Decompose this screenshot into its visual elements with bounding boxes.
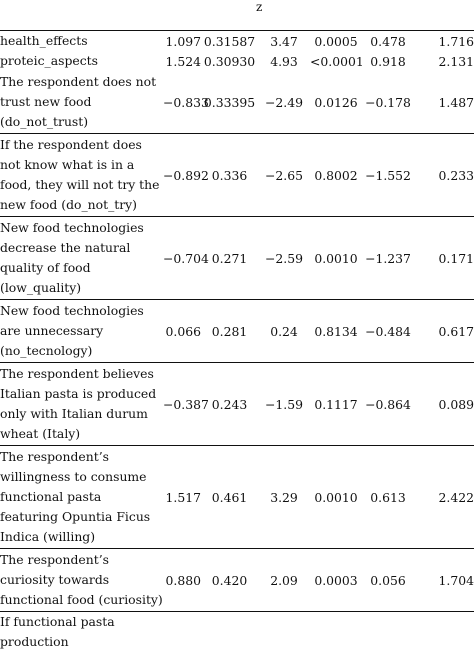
table-header: z — [0, 0, 474, 30]
cell-estimate: 0.066 — [163, 300, 201, 363]
cell-ci-lower: −1.552 — [362, 134, 414, 217]
cell-estimate: 1.097 — [163, 31, 201, 52]
cell-p-value: 0.0010 — [310, 446, 362, 549]
cell-z: −2.65 — [258, 134, 310, 217]
cell-ci-upper: 1.704 — [414, 549, 474, 612]
cell-std-error: 0.30930 — [201, 51, 258, 71]
cell-estimate: −0.704 — [163, 217, 201, 300]
cell-estimate: −0.833 — [163, 71, 201, 134]
cell-z: −2.49 — [258, 71, 310, 134]
cell-ci-upper: 2.131 — [414, 51, 474, 71]
table-row: If functional pasta production — [0, 612, 474, 652]
cell-estimate: −0.892 — [163, 134, 201, 217]
cell-ci-lower: −0.864 — [362, 363, 414, 446]
cell-p-value: 0.8134 — [310, 300, 362, 363]
cell-ci-lower: −1.237 — [362, 217, 414, 300]
cell-estimate — [163, 612, 201, 652]
table-row: The respondent believes Italian pasta is… — [0, 363, 474, 446]
cell-p-value — [310, 612, 362, 652]
cell-ci-lower: 0.056 — [362, 549, 414, 612]
cell-estimate: 1.524 — [163, 51, 201, 71]
cell-std-error: 0.281 — [201, 300, 258, 363]
row-label: The respondent believes Italian pasta is… — [0, 363, 163, 446]
cell-p-value: 0.0126 — [310, 71, 362, 134]
cell-z: −2.59 — [258, 217, 310, 300]
cell-ci-upper: 0.089 — [414, 363, 474, 446]
cell-ci-lower — [362, 612, 414, 652]
cell-ci-upper: 0.171 — [414, 217, 474, 300]
cell-estimate: −0.387 — [163, 363, 201, 446]
cell-ci-lower: 0.478 — [362, 31, 414, 52]
cell-std-error: 0.461 — [201, 446, 258, 549]
cell-p-value: <0.0001 — [310, 51, 362, 71]
cell-std-error: 0.420 — [201, 549, 258, 612]
cell-z: 3.47 — [258, 31, 310, 52]
table-row: health_effects 1.097 0.31587 3.47 0.0005… — [0, 31, 474, 52]
cell-z: 0.24 — [258, 300, 310, 363]
cell-ci-lower: 0.613 — [362, 446, 414, 549]
column-header-z: z — [256, 0, 262, 14]
row-label: proteic_aspects — [0, 51, 163, 71]
table-row: If the respondent does not know what is … — [0, 134, 474, 217]
cell-ci-upper: 1.716 — [414, 31, 474, 52]
cell-z: 2.09 — [258, 549, 310, 612]
row-label: If the respondent does not know what is … — [0, 134, 163, 217]
cell-z: 4.93 — [258, 51, 310, 71]
table-row: The respondent’s willingness to consume … — [0, 446, 474, 549]
table-row: proteic_aspects 1.524 0.30930 4.93 <0.00… — [0, 51, 474, 71]
table-row: New food technologies are unnecessary (n… — [0, 300, 474, 363]
cell-ci-lower: −0.484 — [362, 300, 414, 363]
cell-z: 3.29 — [258, 446, 310, 549]
cell-p-value: 0.0010 — [310, 217, 362, 300]
cell-std-error: 0.336 — [201, 134, 258, 217]
cell-p-value: 0.8002 — [310, 134, 362, 217]
row-label: New food technologies decrease the natur… — [0, 217, 163, 300]
cell-ci-upper: 0.233 — [414, 134, 474, 217]
cell-std-error: 0.31587 — [201, 31, 258, 52]
cell-ci-lower: −0.178 — [362, 71, 414, 134]
cell-std-error: 0.33395 — [201, 71, 258, 134]
row-label: The respondent’s curiosity towards funct… — [0, 549, 163, 612]
cell-std-error: 0.243 — [201, 363, 258, 446]
results-table: health_effects 1.097 0.31587 3.47 0.0005… — [0, 30, 474, 652]
row-label: New food technologies are unnecessary (n… — [0, 300, 163, 363]
row-label: If functional pasta production — [0, 612, 163, 652]
cell-estimate: 0.880 — [163, 549, 201, 612]
table-row: The respondent does not trust new food (… — [0, 71, 474, 134]
row-label: The respondent does not trust new food (… — [0, 71, 163, 134]
cell-ci-lower: 0.918 — [362, 51, 414, 71]
row-label: health_effects — [0, 31, 163, 52]
table-row: The respondent’s curiosity towards funct… — [0, 549, 474, 612]
cell-estimate: 1.517 — [163, 446, 201, 549]
cell-ci-upper — [414, 612, 474, 652]
cell-std-error: 0.271 — [201, 217, 258, 300]
cell-ci-upper: 0.617 — [414, 300, 474, 363]
cell-p-value: 0.0005 — [310, 31, 362, 52]
table-row: New food technologies decrease the natur… — [0, 217, 474, 300]
cell-z: −1.59 — [258, 363, 310, 446]
cell-std-error — [201, 612, 258, 652]
cell-ci-upper: 2.422 — [414, 446, 474, 549]
cell-z — [258, 612, 310, 652]
cell-ci-upper: 1.487 — [414, 71, 474, 134]
cell-p-value: 0.1117 — [310, 363, 362, 446]
cell-p-value: 0.0003 — [310, 549, 362, 612]
row-label: The respondent’s willingness to consume … — [0, 446, 163, 549]
